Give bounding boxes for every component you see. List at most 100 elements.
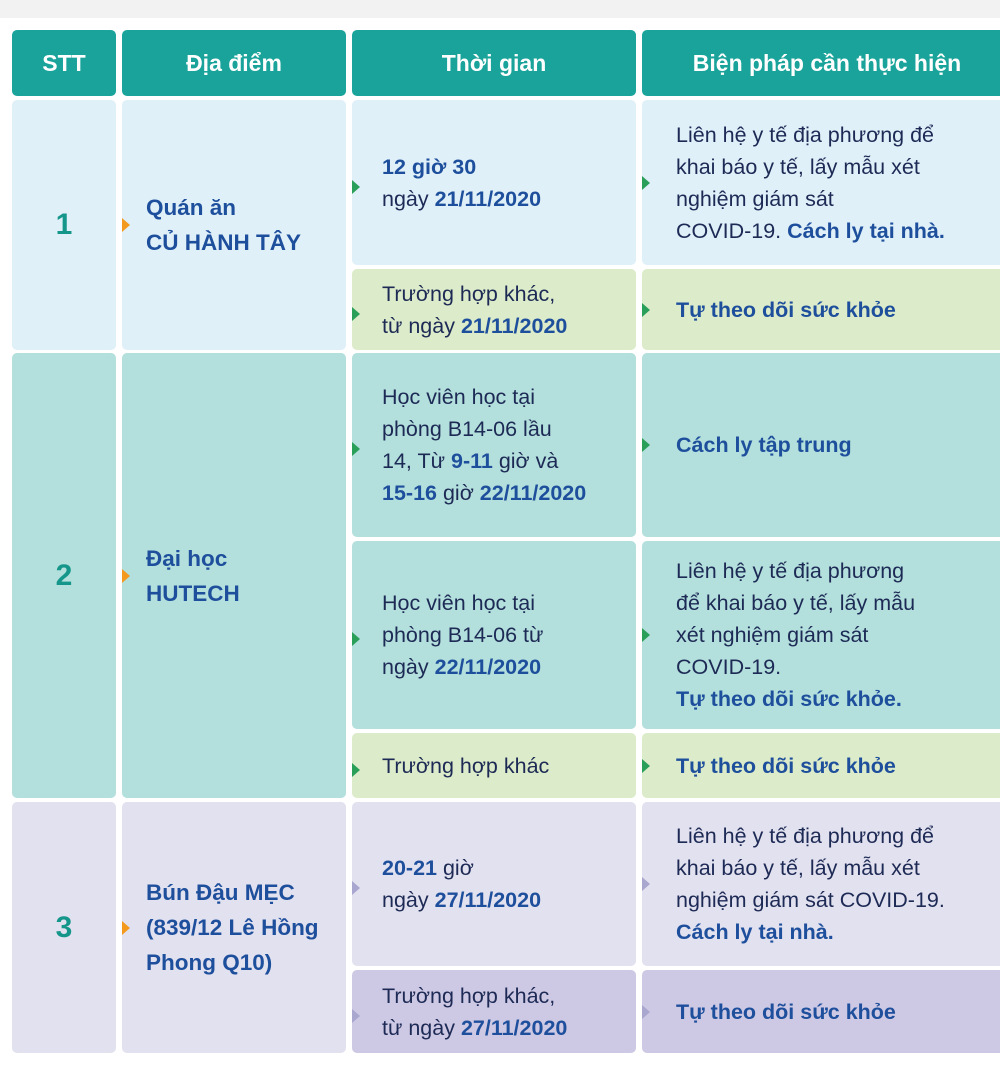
text-line: để khai báo y tế, lấy mẫu <box>676 587 1000 619</box>
arrow-icon <box>122 920 130 935</box>
action-cell: Liên hệ y tế địa phương để khai báo y tế,… <box>642 802 1000 966</box>
arrow-icon <box>642 1004 650 1019</box>
header-text: STT <box>42 49 86 76</box>
time-cell: 12 giờ 30 ngày 21/11/2020 <box>352 100 636 265</box>
text-line: khai báo y tế, lấy mẫu xét <box>676 852 1000 884</box>
text: giờ <box>437 856 474 880</box>
arrow-icon <box>352 881 360 895</box>
text-line: khai báo y tế, lấy mẫu xét <box>676 151 1000 183</box>
text-line: 20-21 giờ <box>382 852 636 884</box>
text: Trường hợp khác, <box>382 983 556 1008</box>
time-cell: Trường hợp khác <box>352 733 636 798</box>
text-line: Trường hợp khác, <box>382 980 636 1012</box>
arrow-icon <box>642 175 650 190</box>
text-line: Tự theo dõi sức khỏe <box>676 996 1000 1028</box>
text: để khai báo y tế, lấy mẫu <box>676 591 916 615</box>
arrow-icon <box>352 632 360 646</box>
text: Liên hệ y tế địa phương để <box>676 824 935 848</box>
accent-text: Tự theo dõi sức khỏe <box>676 999 896 1024</box>
arrow-icon <box>352 442 360 456</box>
accent-text: 9-11 <box>450 449 493 473</box>
accent-text: 22/11/2020 <box>434 655 542 679</box>
text: ngày <box>382 186 435 211</box>
text: từ ngày <box>382 313 461 338</box>
text-line: Cách ly tại nhà. <box>676 916 1000 948</box>
accent-text: 22/11/2020 <box>479 481 587 505</box>
text-line: Tự theo dõi sức khỏe <box>676 294 1000 326</box>
accent-text: Tự theo dõi sức khỏe <box>676 297 896 322</box>
arrow-icon <box>642 877 650 891</box>
text-line: phòng B14-06 từ <box>382 619 636 651</box>
place-line: Bún Đậu MẸC <box>146 880 295 905</box>
accent-text: Cách ly tập trung <box>676 433 852 457</box>
arrow-icon <box>352 762 360 777</box>
header-text: Biện pháp cần thực hiện <box>692 49 962 76</box>
text: khai báo y tế, lấy mẫu xét <box>676 154 920 179</box>
time-cell: Học viên học tại phòng B14-06 từ ngày 22/1… <box>352 541 636 729</box>
accent-text: Tự theo dõi sức khỏe. <box>676 687 902 711</box>
place-line: (839/12 Lê Hồng <box>146 915 319 940</box>
header-text: Thời gian <box>441 49 547 76</box>
accent-text: Cách ly tại nhà. <box>787 218 945 243</box>
text-line: ngày 21/11/2020 <box>382 183 636 215</box>
text-line: ngày 27/11/2020 <box>382 884 636 916</box>
text-line: Tự theo dõi sức khỏe <box>676 750 1000 782</box>
text: nghiệm giám sát COVID-19. <box>676 888 945 912</box>
text: giờ <box>437 481 480 505</box>
place-line: CỦ HÀNH TÂY <box>146 230 301 255</box>
text: 14, Từ <box>382 449 451 473</box>
place-line: HUTECH <box>146 580 240 606</box>
text-line: nghiệm giám sát <box>676 183 1000 215</box>
text: COVID-19. <box>676 655 782 679</box>
text-line: Cách ly tập trung <box>676 429 1000 461</box>
accent-text: 15-16 <box>382 481 437 505</box>
action-cell: Tự theo dõi sức khỏe <box>642 269 1000 350</box>
text-line: 12 giờ 30 <box>382 151 636 183</box>
accent-text: 12 giờ 30 <box>382 154 477 179</box>
text-line: phòng B14-06 lầu <box>382 413 636 445</box>
text: phòng B14-06 lầu <box>382 417 552 441</box>
text-line: COVID-19. Cách ly tại nhà. <box>676 215 1000 247</box>
text: COVID-19. <box>676 218 788 243</box>
text-line: từ ngày 21/11/2020 <box>382 310 636 342</box>
text: Trường hợp khác, <box>382 281 556 306</box>
place-cell: Đại học HUTECH <box>122 353 346 798</box>
action-cell: Tự theo dõi sức khỏe <box>642 970 1000 1053</box>
accent-text: 20-21 <box>382 856 437 880</box>
text-line: ngày 22/11/2020 <box>382 651 636 683</box>
text: nghiệm giám sát <box>676 186 834 211</box>
text-line: COVID-19. <box>676 651 1000 683</box>
text-line: nghiệm giám sát COVID-19. <box>676 884 1000 916</box>
time-cell: Học viên học tại phòng B14-06 lầu 14, Từ 9… <box>352 353 636 537</box>
arrow-icon <box>642 758 650 773</box>
time-cell: Trường hợp khác, từ ngày 27/11/2020 <box>352 970 636 1053</box>
text: Liên hệ y tế địa phương để <box>676 122 935 147</box>
arrow-icon <box>122 218 130 232</box>
text: ngày <box>382 888 435 912</box>
text-line: từ ngày 27/11/2020 <box>382 1012 636 1044</box>
status-strip <box>0 0 1000 18</box>
text-line: Trường hợp khác, <box>382 278 636 310</box>
accent-text: Cách ly tại nhà. <box>676 920 834 944</box>
text: từ ngày <box>382 1015 461 1040</box>
text-line: 15-16 giờ 22/11/2020 <box>382 477 636 509</box>
text: Học viên học tại <box>382 385 535 409</box>
text: Học viên học tại <box>382 591 535 615</box>
arrow-icon <box>122 568 130 583</box>
stt-cell: 3 <box>12 802 116 1053</box>
stt-number: 3 <box>55 910 73 944</box>
accent-text: 27/11/2020 <box>460 1015 568 1040</box>
stt-cell: 2 <box>12 353 116 798</box>
text-line: Học viên học tại <box>382 587 636 619</box>
text-line: Liên hệ y tế địa phương để <box>676 820 1000 852</box>
accent-text: 27/11/2020 <box>434 888 542 912</box>
arrow-icon <box>642 438 650 452</box>
action-cell: Cách ly tập trung <box>642 353 1000 537</box>
stt-number: 2 <box>55 558 73 592</box>
arrow-icon <box>352 179 360 194</box>
action-cell: Tự theo dõi sức khỏe <box>642 733 1000 798</box>
text-line: Liên hệ y tế địa phương để <box>676 119 1000 151</box>
text: Liên hệ y tế địa phương <box>676 559 905 583</box>
stt-cell: 1 <box>12 100 116 350</box>
